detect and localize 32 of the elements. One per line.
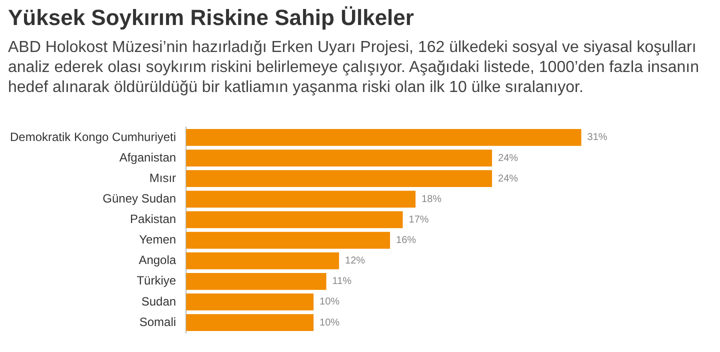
data-label: 24%	[498, 173, 518, 184]
data-label: 12%	[345, 256, 366, 267]
bar	[186, 232, 390, 249]
y-tick-label: Afganistan	[119, 150, 176, 164]
data-label: 17%	[408, 214, 429, 226]
chart-subtitle: ABD Holokost Müzesi’nin hazırladığı Erken Uyarı Projesi, 162 ülkedeki sosyal ve siyasal koşulları analiz ederek olası soykırım riskini belirlemeye çalışıyor. Aşağıdaki listede, 1000’den fazla insanın hedef alınarak öldürüldüğü bir katliamın yaşanma riski olan ilk 10 ülke sıralanıyor.	[8, 38, 700, 98]
bar	[186, 170, 492, 188]
data-label: 11%	[332, 276, 352, 288]
y-tick-label: Somali	[139, 314, 176, 329]
chart-title: Yüksek Soykırım Riskine Sahip Ülkeler	[8, 5, 414, 31]
data-label: 16%	[396, 235, 416, 246]
y-tick-label: Türkiye	[136, 274, 176, 288]
data-label: 10%	[320, 296, 340, 308]
bar	[186, 211, 403, 228]
y-tick-label: Mısır	[149, 170, 176, 185]
y-tick-label: Angola	[138, 253, 176, 268]
bar	[186, 314, 314, 331]
bar	[186, 190, 416, 208]
bar	[186, 272, 326, 290]
y-tick-label: Yemen	[139, 232, 176, 247]
data-label: 18%	[422, 194, 442, 205]
data-label: 10%	[320, 317, 340, 328]
bar	[186, 294, 314, 310]
bar	[186, 129, 582, 146]
bar	[186, 252, 340, 270]
y-tick-label: Pakistan	[130, 212, 176, 226]
bar	[186, 150, 492, 166]
y-tick-label: Güney Sudan	[102, 191, 176, 206]
y-tick-label: Demokratik Kongo Cumhuriyeti	[10, 130, 176, 144]
data-label: 31%	[587, 132, 608, 144]
y-tick-label: Sudan	[141, 294, 176, 308]
data-label: 24%	[498, 152, 518, 164]
